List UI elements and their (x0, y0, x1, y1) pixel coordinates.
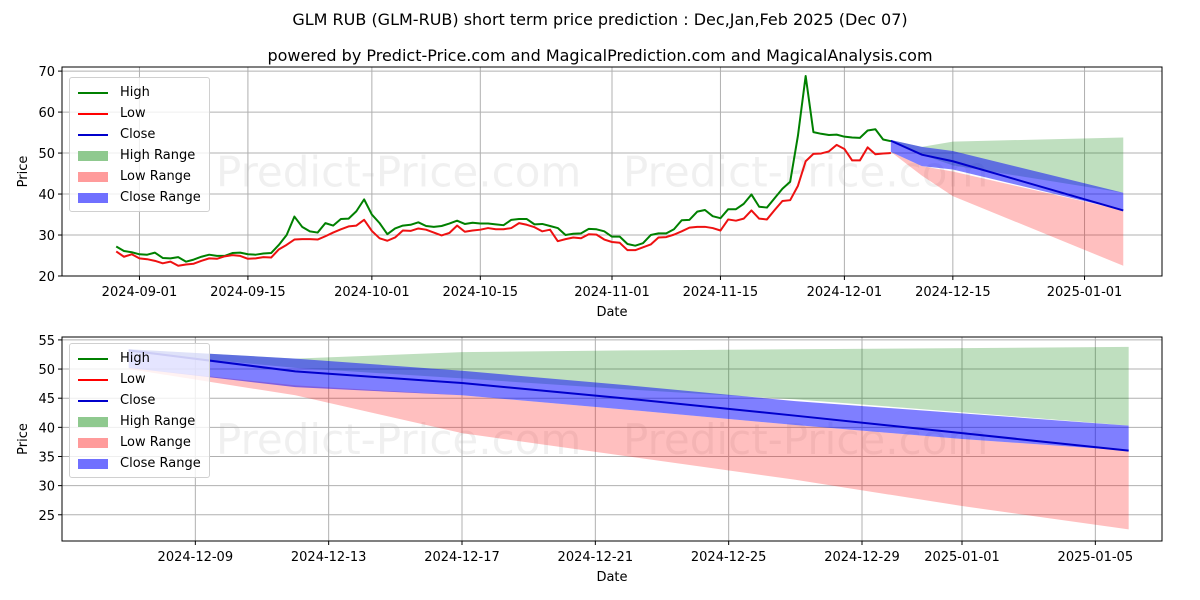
legend-label: Low Range (120, 435, 191, 450)
x-tick-label: 2024-09-01 (102, 285, 178, 300)
legend-item-high-range: High Range (78, 411, 201, 432)
legend-item-close-range: Close Range (78, 453, 201, 474)
x-tick-label: 2024-12-25 (691, 550, 767, 565)
legend-label: Close Range (120, 456, 201, 471)
legend-label: Close (120, 127, 156, 142)
legend-line-swatch (78, 133, 108, 136)
y-tick-label: 50 (38, 147, 55, 162)
chart-subtitle: powered by Predict-Price.com and Magical… (267, 46, 933, 65)
legend-line-swatch (78, 378, 108, 381)
legend-top: High Low Close High Range Low Range Close Ran… (69, 77, 210, 212)
legend-label: High Range (120, 148, 196, 163)
legend-label: Low Range (120, 169, 191, 184)
legend-item-high: High (78, 82, 201, 103)
y-tick-label: 30 (38, 229, 55, 244)
x-tick-label: 2024-10-15 (443, 285, 519, 300)
legend-item-low: Low (78, 369, 201, 390)
legend-label: Close (120, 393, 156, 408)
x-tick-label: 2025-01-01 (924, 550, 1000, 565)
y-tick-label: 40 (38, 421, 55, 436)
legend-fill-swatch (78, 416, 108, 427)
legend-item-high-range: High Range (78, 145, 201, 166)
axes-frame (61, 336, 1163, 542)
y-tick-label: 55 (38, 334, 55, 349)
legend-item-high: High (78, 348, 201, 369)
legend-item-low-range: Low Range (78, 166, 201, 187)
chart-title: GLM RUB (GLM-RUB) short term price predi… (292, 10, 908, 29)
legend-line-swatch (78, 399, 108, 402)
legend-line-swatch (78, 357, 108, 360)
x-tick-label: 2024-12-29 (824, 550, 900, 565)
watermark: Predict-Price.com (216, 148, 581, 197)
x-axis-label: Date (596, 570, 627, 585)
legend-line-swatch (78, 112, 108, 115)
chart-panel-2: Predict-Price.comPredict-Price.com253035… (16, 334, 1163, 585)
y-tick-label: 70 (38, 65, 55, 80)
chart-panel-1: Predict-Price.com Predict-Price.com203040… (16, 65, 1163, 320)
x-tick-label: 2024-12-13 (291, 550, 367, 565)
y-tick-label: 50 (38, 363, 55, 378)
y-tick-label: 30 (38, 480, 55, 495)
x-tick-label: 2025-01-05 (1058, 550, 1134, 565)
high-line (115, 75, 892, 263)
x-tick-label: 2024-11-01 (574, 285, 650, 300)
legend-label: High Range (120, 414, 196, 429)
legend-label: Low (120, 372, 146, 387)
x-tick-label: 2024-12-15 (915, 285, 991, 300)
y-tick-label: 45 (38, 392, 55, 407)
x-tick-label: 2024-12-09 (158, 550, 234, 565)
legend-fill-swatch (78, 437, 108, 448)
x-axis-label: Date (596, 305, 627, 320)
legend-item-close-range: Close Range (78, 187, 201, 208)
y-tick-label: 35 (38, 450, 55, 465)
x-tick-label: 2024-09-15 (210, 285, 286, 300)
y-axis-label: Price (16, 423, 31, 455)
x-tick-label: 2024-12-01 (807, 285, 883, 300)
legend-fill-swatch (78, 150, 108, 161)
legend-fill-swatch (78, 171, 108, 182)
low-range-band (128, 367, 1129, 530)
legend-item-close: Close (78, 124, 201, 145)
close-line (128, 349, 1129, 452)
legend-label: Close Range (120, 190, 201, 205)
legend-item-low: Low (78, 103, 201, 124)
x-tick-label: 2025-01-01 (1047, 285, 1123, 300)
legend-label: Low (120, 106, 146, 121)
y-tick-label: 25 (38, 509, 55, 524)
low-range-band (890, 151, 1124, 266)
y-tick-label: 20 (38, 270, 55, 285)
y-tick-label: 60 (38, 106, 55, 121)
legend-item-close: Close (78, 390, 201, 411)
legend-line-swatch (78, 91, 108, 94)
legend-fill-swatch (78, 458, 108, 469)
legend-bottom: High Low Close High Range Low Range Close Ran… (69, 343, 210, 478)
x-tick-label: 2024-11-15 (683, 285, 759, 300)
x-tick-label: 2024-12-17 (424, 550, 500, 565)
x-tick-label: 2024-12-21 (558, 550, 634, 565)
close-line (890, 139, 1124, 212)
low-line (115, 143, 891, 267)
watermark: Predict-Price.com (216, 415, 581, 464)
legend-fill-swatch (78, 192, 108, 203)
legend-item-low-range: Low Range (78, 432, 201, 453)
y-axis-label: Price (16, 156, 31, 188)
y-tick-label: 40 (38, 188, 55, 203)
legend-label: High (120, 85, 150, 100)
x-tick-label: 2024-10-01 (334, 285, 410, 300)
legend-label: High (120, 351, 150, 366)
